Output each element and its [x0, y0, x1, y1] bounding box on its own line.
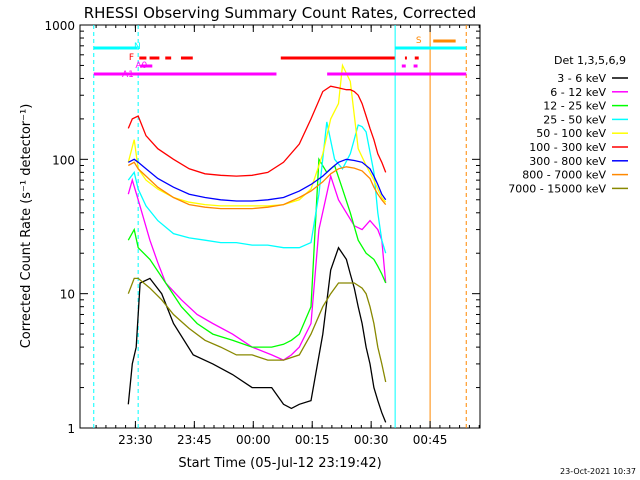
x-tick-label: 23:45	[177, 433, 212, 447]
footer-date: 23-Oct-2021 10:37	[560, 467, 636, 476]
legend-label-50-100-kev: 50 - 100 keV	[536, 127, 606, 140]
y-tick-label: 1000	[44, 19, 75, 33]
chart-title: RHESSI Observing Summary Count Rates, Co…	[84, 4, 477, 22]
legend-label-800-7000-kev: 800 - 7000 keV	[522, 169, 606, 182]
legend-label-6-12-kev: 6 - 12 keV	[550, 86, 606, 99]
y-axis-label: Corrected Count Rate (s⁻¹ detector⁻¹)	[19, 104, 34, 349]
series-line-100-300-kev	[127, 85, 387, 177]
state-label-s: S	[416, 36, 422, 46]
y-tick-label: 100	[52, 153, 75, 167]
state-bar-s-1	[433, 39, 456, 43]
y-tick-label: 1	[67, 422, 75, 436]
state-label-n: N	[134, 42, 141, 52]
legend-label-7000-15000-kev: 7000 - 15000 keV	[508, 182, 606, 195]
state-bar-a1-1	[93, 72, 277, 76]
series-line-12-25-kev	[127, 157, 387, 348]
state-bar-n-2	[395, 46, 467, 50]
state-bar-f-4	[180, 56, 193, 60]
state-bar-f-6	[404, 56, 407, 60]
state-bar-a1-2	[327, 72, 467, 76]
legend-label-12-25-kev: 12 - 25 keV	[543, 100, 606, 113]
state-bar-a0-1	[140, 64, 153, 68]
state-label-f: F	[129, 53, 134, 63]
series-lines	[127, 63, 387, 423]
state-bar-f-7	[414, 56, 419, 60]
series-line-800-7000-kev	[127, 161, 387, 210]
state-bar-f-2	[149, 56, 160, 60]
x-tick-label: 00:45	[413, 433, 448, 447]
axes: 23:30 23:45 00:00 00:15 00:30 00:45 1 10 100 1000	[44, 19, 480, 447]
series-line-6-12-kev	[127, 173, 387, 361]
legend-title: Det 1,3,5,6,9	[554, 54, 626, 67]
legend-label-25-50-kev: 25 - 50 keV	[543, 113, 606, 126]
state-bar-f-5	[280, 56, 395, 60]
state-bar-a0-2	[401, 64, 406, 68]
plot-frame	[79, 24, 481, 429]
x-tick-label: 00:00	[236, 433, 271, 447]
y-tick-label: 10	[60, 288, 75, 302]
vertical-markers	[93, 25, 467, 428]
series-line-300-800-kev	[128, 158, 387, 202]
x-tick-label: 00:15	[295, 433, 330, 447]
series-line-7000-15000-kev	[127, 277, 387, 383]
series-line-3-6-kev	[127, 246, 387, 423]
plot-area	[79, 24, 481, 429]
series-line-50-100-kev	[127, 63, 387, 207]
legend-label-300-800-kev: 300 - 800 keV	[529, 155, 606, 168]
x-tick-label: 00:30	[354, 433, 389, 447]
state-bars	[93, 39, 467, 76]
state-bar-f-1	[139, 56, 147, 60]
state-bar-f-3	[165, 56, 172, 60]
series-line-25-50-kev	[127, 121, 387, 254]
legend-label-100-300-kev: 100 - 300 keV	[529, 141, 606, 154]
state-bar-a0-3	[413, 64, 418, 68]
x-axis-label: Start Time (05-Jul-12 23:19:42)	[178, 456, 381, 471]
state-bar-n-1	[93, 46, 138, 50]
state-label-a0: A0	[135, 61, 147, 71]
state-label-a1: A1	[122, 70, 134, 80]
legend-label-3-6-kev: 3 - 6 keV	[557, 72, 606, 85]
x-tick-label: 23:30	[118, 433, 153, 447]
